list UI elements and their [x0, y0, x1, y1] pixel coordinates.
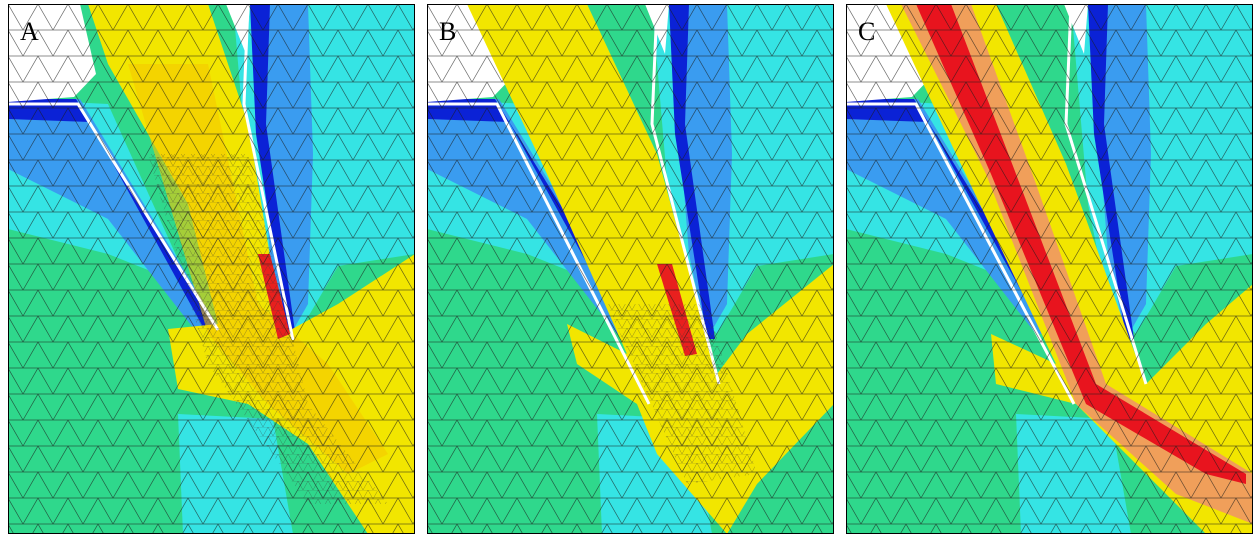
panel-label: B — [439, 17, 456, 46]
panel-label: A — [20, 17, 39, 46]
panel-label: C — [858, 17, 875, 46]
panel: A — [8, 4, 415, 534]
panel: C — [846, 4, 1253, 534]
panel: B — [427, 4, 834, 534]
